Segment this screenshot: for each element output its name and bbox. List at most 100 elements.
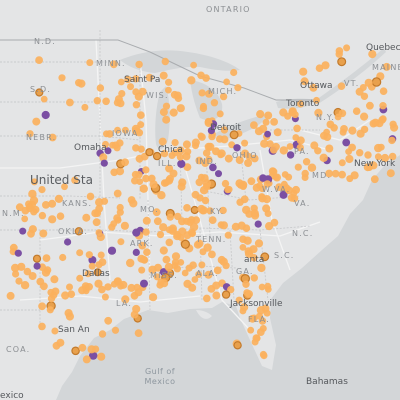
- map-dot-flagged[interactable]: [152, 151, 162, 161]
- map-dot[interactable]: [66, 98, 74, 107]
- map-dot[interactable]: [176, 104, 185, 113]
- map-dot[interactable]: [85, 251, 93, 259]
- map-dot[interactable]: [366, 101, 374, 110]
- map-dot[interactable]: [159, 223, 168, 232]
- map-dot[interactable]: [212, 281, 221, 290]
- map-dot[interactable]: [164, 262, 174, 272]
- map-dot[interactable]: [94, 279, 103, 288]
- map-dot[interactable]: [302, 158, 311, 166]
- map-dot[interactable]: [202, 149, 211, 157]
- map-dot[interactable]: [208, 216, 217, 225]
- map-dot[interactable]: [173, 265, 181, 273]
- map-dot[interactable]: [217, 149, 226, 158]
- map-dot[interactable]: [138, 266, 146, 274]
- map-dot[interactable]: [142, 216, 151, 225]
- map-dot-flagged[interactable]: [35, 88, 44, 97]
- map-dot[interactable]: [378, 116, 387, 124]
- map-dot[interactable]: [136, 111, 145, 119]
- map-dot[interactable]: [38, 186, 46, 194]
- map-dot[interactable]: [294, 163, 302, 171]
- map-dot[interactable]: [259, 350, 267, 359]
- map-dot[interactable]: [212, 291, 221, 300]
- map-dot[interactable]: [269, 145, 278, 154]
- map-dot[interactable]: [199, 186, 209, 195]
- map-dot-purple[interactable]: [41, 110, 50, 120]
- map-dot[interactable]: [78, 286, 87, 295]
- map-dot[interactable]: [76, 249, 84, 257]
- map-dot[interactable]: [190, 61, 198, 69]
- map-dot[interactable]: [176, 153, 184, 161]
- map-dot[interactable]: [143, 248, 151, 256]
- map-dot[interactable]: [153, 273, 161, 281]
- map-dot[interactable]: [103, 130, 110, 138]
- map-dot[interactable]: [142, 228, 150, 236]
- map-dot[interactable]: [171, 252, 181, 261]
- map-dot[interactable]: [360, 112, 369, 121]
- map-dot[interactable]: [111, 326, 120, 334]
- map-dot[interactable]: [76, 274, 84, 282]
- map-dot[interactable]: [126, 258, 135, 268]
- map-dot[interactable]: [148, 174, 156, 183]
- map-dot[interactable]: [50, 275, 59, 284]
- map-dot[interactable]: [149, 180, 158, 189]
- map-dot-purple[interactable]: [140, 279, 148, 288]
- map-dot-flagged[interactable]: [371, 77, 382, 87]
- map-dot[interactable]: [51, 287, 60, 296]
- map-dot[interactable]: [230, 68, 238, 77]
- map-dot[interactable]: [56, 212, 65, 220]
- map-dot[interactable]: [124, 75, 132, 84]
- map-dot[interactable]: [335, 50, 343, 58]
- map-dot[interactable]: [242, 205, 251, 215]
- map-dot[interactable]: [176, 146, 185, 155]
- map-dot[interactable]: [110, 280, 118, 288]
- map-dot[interactable]: [250, 209, 259, 218]
- map-dot[interactable]: [56, 338, 65, 347]
- map-dot[interactable]: [182, 140, 191, 149]
- map-dot[interactable]: [51, 327, 59, 335]
- map-dot[interactable]: [92, 218, 101, 227]
- map-dot[interactable]: [300, 77, 309, 86]
- map-dot[interactable]: [296, 136, 305, 145]
- map-dot[interactable]: [202, 179, 211, 188]
- map-dot[interactable]: [264, 282, 272, 290]
- map-dot[interactable]: [331, 169, 340, 178]
- map-dot[interactable]: [110, 168, 118, 177]
- map-dot[interactable]: [182, 217, 191, 225]
- map-dot[interactable]: [28, 189, 37, 199]
- map-dot[interactable]: [235, 296, 243, 304]
- map-dot[interactable]: [199, 104, 208, 113]
- map-dot[interactable]: [208, 250, 216, 259]
- map-dot[interactable]: [104, 283, 112, 291]
- map-dot[interactable]: [256, 182, 263, 190]
- map-dot[interactable]: [111, 141, 120, 150]
- map-dot[interactable]: [166, 174, 174, 183]
- map-dot-purple[interactable]: [104, 147, 112, 155]
- map-dot[interactable]: [121, 158, 129, 167]
- map-dot[interactable]: [235, 156, 244, 165]
- map-dot-purple[interactable]: [89, 351, 98, 360]
- map-dot[interactable]: [359, 84, 367, 91]
- map-dot[interactable]: [262, 118, 270, 126]
- map-dot[interactable]: [185, 264, 193, 272]
- map-dot[interactable]: [138, 241, 147, 250]
- map-dot[interactable]: [195, 239, 204, 248]
- map-dot[interactable]: [183, 163, 192, 172]
- map-dot[interactable]: [82, 213, 91, 222]
- map-dot[interactable]: [338, 159, 346, 167]
- map-dot[interactable]: [156, 231, 165, 239]
- map-dot[interactable]: [256, 110, 265, 119]
- map-dot[interactable]: [188, 229, 196, 238]
- map-dot-purple[interactable]: [107, 246, 117, 255]
- map-dot[interactable]: [388, 136, 396, 145]
- map-dot[interactable]: [224, 154, 233, 163]
- map-dot-flagged[interactable]: [221, 290, 231, 299]
- map-dot[interactable]: [204, 142, 213, 151]
- map-dot[interactable]: [340, 124, 348, 133]
- map-dot[interactable]: [239, 244, 247, 251]
- map-dot[interactable]: [138, 87, 147, 96]
- map-dot[interactable]: [221, 179, 230, 188]
- map-dot[interactable]: [250, 121, 258, 129]
- map-dot[interactable]: [98, 285, 106, 294]
- map-dot[interactable]: [319, 153, 328, 162]
- map-dot[interactable]: [247, 326, 255, 334]
